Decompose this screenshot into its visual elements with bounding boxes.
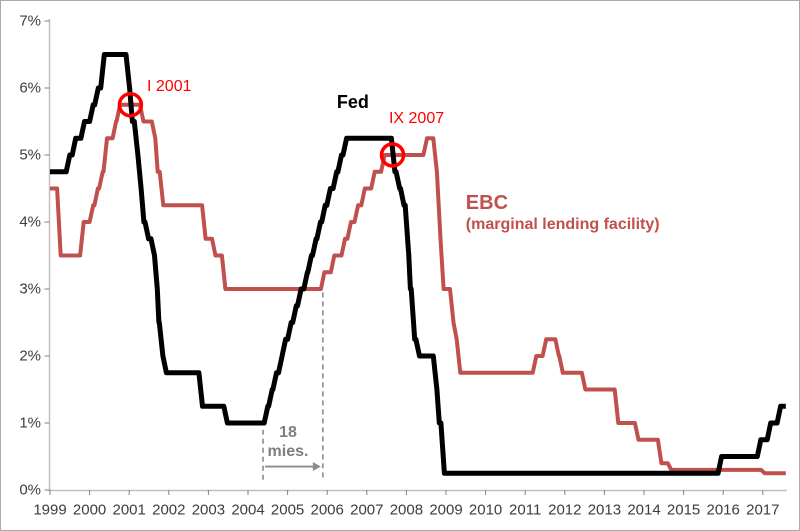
event-circle <box>117 92 144 118</box>
y-tick-label: 1% <box>19 414 41 432</box>
x-tick-label: 2011 <box>509 501 542 519</box>
fed-series-label: Fed <box>336 92 369 113</box>
span-label-18: 18 <box>279 424 297 442</box>
y-tick-label: 5% <box>19 146 41 164</box>
y-tick-label: 7% <box>19 12 41 30</box>
x-tick-label: 2001 <box>112 501 146 519</box>
x-tick-label: 2003 <box>191 501 226 519</box>
x-tick-label: 2017 <box>746 501 780 519</box>
span-label-mies: mies. <box>267 443 309 461</box>
y-tick-label: 2% <box>19 347 41 365</box>
y-tick-label: 4% <box>19 213 41 231</box>
x-tick-label: 2005 <box>270 501 305 519</box>
x-tick-label: 2012 <box>548 501 582 519</box>
x-tick-label: 2008 <box>389 501 424 519</box>
x-tick-label: 2002 <box>152 501 186 519</box>
x-tick-label: 2006 <box>310 501 344 519</box>
event-circle <box>379 142 406 168</box>
ebc-line <box>50 102 786 476</box>
span-arrow-head <box>312 462 321 472</box>
x-tick-label: 1999 <box>33 501 67 519</box>
annotation-i-2001: I 2001 <box>147 77 192 95</box>
x-tick-label: 2004 <box>231 501 265 519</box>
ebc-series-label: EBC <box>465 192 509 215</box>
y-tick-label: 0% <box>19 481 41 499</box>
fed-line <box>50 52 786 476</box>
x-tick-label: 2016 <box>706 501 740 519</box>
x-tick-label: 2013 <box>587 501 622 519</box>
x-tick-label: 2015 <box>666 501 701 519</box>
x-tick-label: 2009 <box>429 501 463 519</box>
y-tick-label: 6% <box>19 79 41 97</box>
ebc-series-sublabel: (marginal lending facility) <box>465 215 660 233</box>
annotation-ix-2007: IX 2007 <box>388 109 445 127</box>
y-tick-label: 3% <box>19 280 41 298</box>
x-tick-label: 2007 <box>350 501 384 519</box>
x-tick-label: 2000 <box>72 501 107 519</box>
x-tick-label: 2014 <box>627 501 661 519</box>
x-tick-label: 2010 <box>468 501 503 519</box>
